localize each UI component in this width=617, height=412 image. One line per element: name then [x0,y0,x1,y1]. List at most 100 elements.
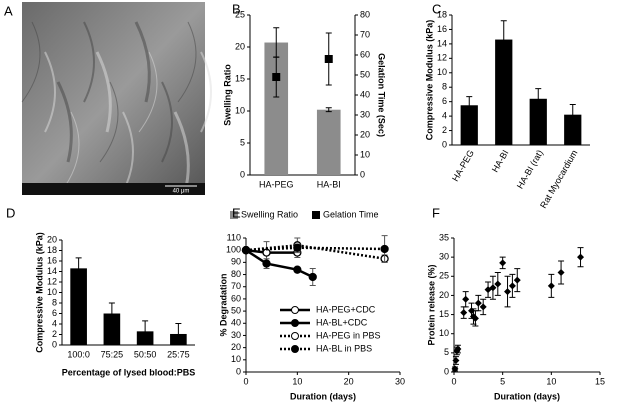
y-tick-label: 15 [235,73,245,83]
texture [83,21,95,103]
point [293,243,302,252]
y-tick-label: 4 [52,318,57,328]
legend-swatch [230,211,238,219]
y-axis-label: Compressive Modulus (kPa) [424,20,434,141]
sem-image [22,2,205,195]
texture [21,21,41,103]
panel-label: B [232,1,241,16]
bar [564,114,582,145]
x-tick-label: 0 [451,376,456,386]
y-tick-label: 25 [235,9,245,19]
y-tick-label: 25 [439,271,449,281]
point [547,282,555,290]
y-tick-label: 20 [231,342,241,352]
x-tick-label: 10 [546,376,556,386]
y-tick-label: 2 [52,329,57,339]
error-bar [273,56,280,98]
line [245,249,314,279]
legend-label: HA-BL+CDC [316,317,368,327]
panel-label: D [6,205,15,220]
point [462,295,470,303]
point [474,299,482,307]
point [454,345,462,353]
x-axis-label: Duration (days) [290,391,356,401]
error-bar [466,96,473,115]
y-tick-label: 0 [236,366,241,376]
line [245,248,298,254]
y-tick-label: 90 [231,257,241,267]
y-tick-label: 30 [439,252,449,262]
point [380,244,389,254]
legend-swatch [312,211,320,219]
point [471,314,479,322]
point [494,280,502,288]
y-tick-label: 10 [439,328,449,338]
y-tick-label: 16 [47,255,57,265]
y2-tick-label: 10 [360,149,370,159]
x-axis-label: Percentage of lysed blood:PBS [62,367,196,377]
y2-tick-label: 40 [360,89,370,99]
x-tick-label: 15 [595,376,605,386]
x-axis-label: Duration (days) [494,391,560,401]
y-tick-label: 18 [47,245,57,255]
error-bar [535,88,542,110]
y-axis-label: Protein release (%) [426,264,436,345]
x-tick-label: 75:25 [101,349,124,359]
point [499,259,507,267]
point [262,259,271,268]
panel-label: A [4,3,13,18]
y-tick-label: 12 [437,53,447,63]
x-tick-label: HA-PEG [259,179,294,189]
error-bar [142,320,149,343]
legend-label: HA-BL in PBS [316,343,372,353]
x-tick-label: 0 [243,376,248,386]
line [245,246,385,252]
y-tick-label: 10 [235,105,245,115]
point [508,282,516,290]
y-tick-label: 20 [439,290,449,300]
y-tick-label: 4 [442,110,447,120]
y-tick-label: 0 [444,366,449,376]
y-tick-label: 35 [439,232,449,242]
texture [177,21,197,103]
texture [44,51,56,133]
point [451,365,459,373]
panel-label: E [232,205,241,220]
y-tick-label: 10 [437,67,447,77]
panel-label: F [432,205,440,220]
y-tick-label: 8 [442,82,447,92]
error-bar [108,302,115,325]
y-tick-label: 20 [47,234,57,244]
y-tick-label: 16 [437,24,447,34]
legend-label: HA-PEG+CDC [316,304,376,314]
y-tick-label: 20 [235,41,245,51]
y-tick-label: 15 [439,309,449,319]
y-tick-label: 40 [231,318,241,328]
point [489,284,497,292]
y2-tick-label: 20 [360,129,370,139]
texture [99,81,119,163]
y-tick-label: 0 [240,169,245,179]
x-tick-label: 30 [395,376,405,386]
info-bar [22,183,205,195]
legend-marker [291,306,299,314]
texture [138,51,158,133]
x-tick-label: HA-BI [490,148,511,174]
error-bar [500,20,507,59]
y-tick-label: 60 [231,293,241,303]
legend-label: Swelling Ratio [241,209,298,219]
y2-tick-label: 80 [360,9,370,19]
point [513,276,521,284]
bar [460,105,478,145]
texture [56,81,73,163]
error-bar [325,107,332,113]
y-tick-label: 18 [437,9,447,19]
bar [70,268,87,345]
legend-marker [291,319,299,327]
point [557,268,565,276]
y-tick-label: 110 [227,232,241,242]
bar [264,42,289,175]
y-tick-label: 0 [52,339,57,349]
y2-tick-label: 70 [360,29,370,39]
